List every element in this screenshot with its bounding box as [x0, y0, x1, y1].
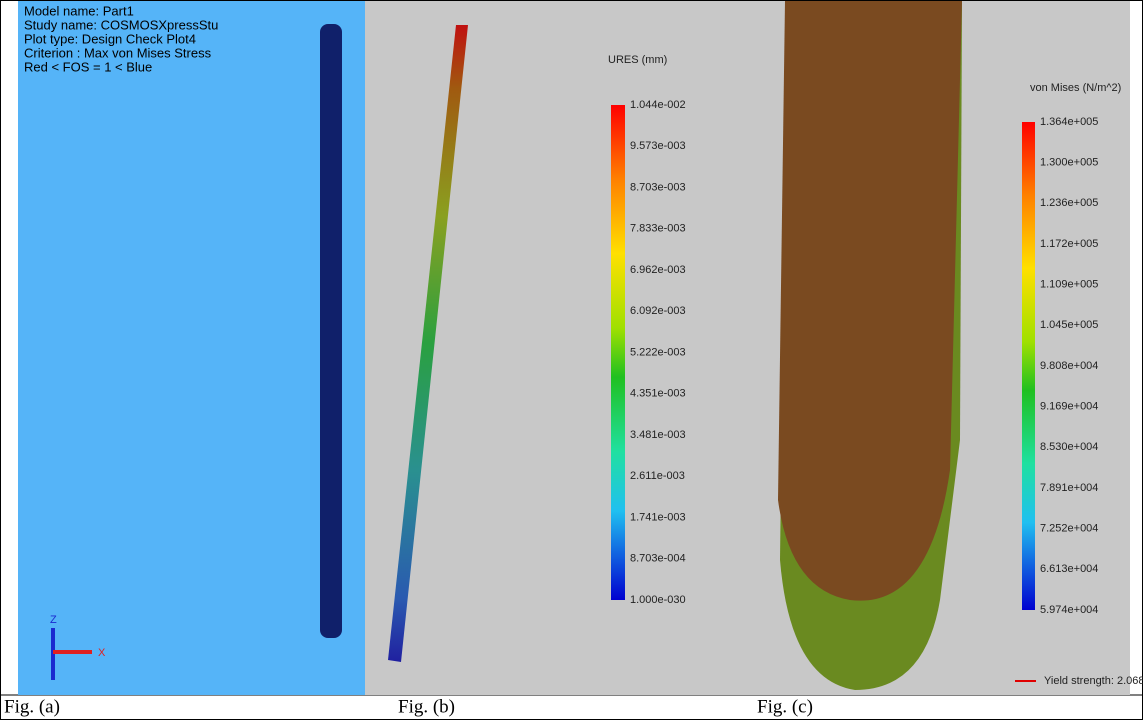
legend-label: 1.172e+005 [1040, 238, 1098, 250]
legend-label: 7.833e-003 [630, 223, 686, 235]
info-line: Study name: COSMOSXpressStu [24, 17, 218, 32]
legend-label: 1.045e+005 [1040, 319, 1098, 331]
legend-label: 9.169e+004 [1040, 401, 1098, 413]
info-line: Plot type: Design Check Plot4 [24, 31, 196, 46]
caption: Fig. (c) [757, 696, 813, 717]
legend-label: 6.092e-003 [630, 305, 686, 317]
legend-label: 4.351e-003 [630, 388, 686, 400]
legend-label: 8.530e+004 [1040, 441, 1098, 453]
stress-body [778, 1, 962, 601]
legend-label: 1.000e-030 [630, 594, 686, 606]
legend-label: 1.044e-002 [630, 99, 686, 111]
legend-label: 1.741e-003 [630, 511, 686, 523]
legend-title: von Mises (N/m^2) [1030, 82, 1121, 94]
info-line: Model name: Part1 [24, 3, 134, 18]
figure: Model name: Part1 Study name: COSMOSXpre… [0, 0, 1143, 720]
legend-label: 7.252e+004 [1040, 523, 1098, 535]
rod [320, 24, 342, 638]
legend-label: 9.808e+004 [1040, 360, 1098, 372]
color-bar [1022, 122, 1035, 610]
legend-label: 6.962e-003 [630, 264, 686, 276]
legend-label: 8.703e-003 [630, 181, 686, 193]
info-line: Red < FOS = 1 < Blue [24, 59, 152, 74]
axis-label: Z [50, 614, 57, 626]
legend-label: 9.573e-003 [630, 140, 686, 152]
panel-a [18, 1, 365, 695]
caption: Fig. (b) [398, 696, 455, 717]
legend-label: 5.974e+004 [1040, 604, 1098, 616]
color-bar [611, 105, 625, 600]
legend-label: 7.891e+004 [1040, 482, 1098, 494]
legend-label: 3.481e-003 [630, 429, 686, 441]
legend-label: 8.703e-004 [630, 553, 686, 565]
legend-label: 1.364e+005 [1040, 116, 1098, 128]
legend-title: URES (mm) [608, 54, 667, 66]
legend-label: 1.109e+005 [1040, 279, 1098, 291]
yield-note: Yield strength: 2.068e+008 [1044, 675, 1143, 687]
legend-label: 1.236e+005 [1040, 197, 1098, 209]
caption: Fig. (a) [4, 696, 60, 717]
info-line: Criterion : Max von Mises Stress [24, 45, 212, 60]
legend-label: 1.300e+005 [1040, 157, 1098, 169]
axis-label: X [98, 647, 106, 659]
legend-label: 2.611e-003 [630, 470, 685, 482]
legend-label: 6.613e+004 [1040, 563, 1098, 575]
legend-label: 5.222e-003 [630, 346, 686, 358]
